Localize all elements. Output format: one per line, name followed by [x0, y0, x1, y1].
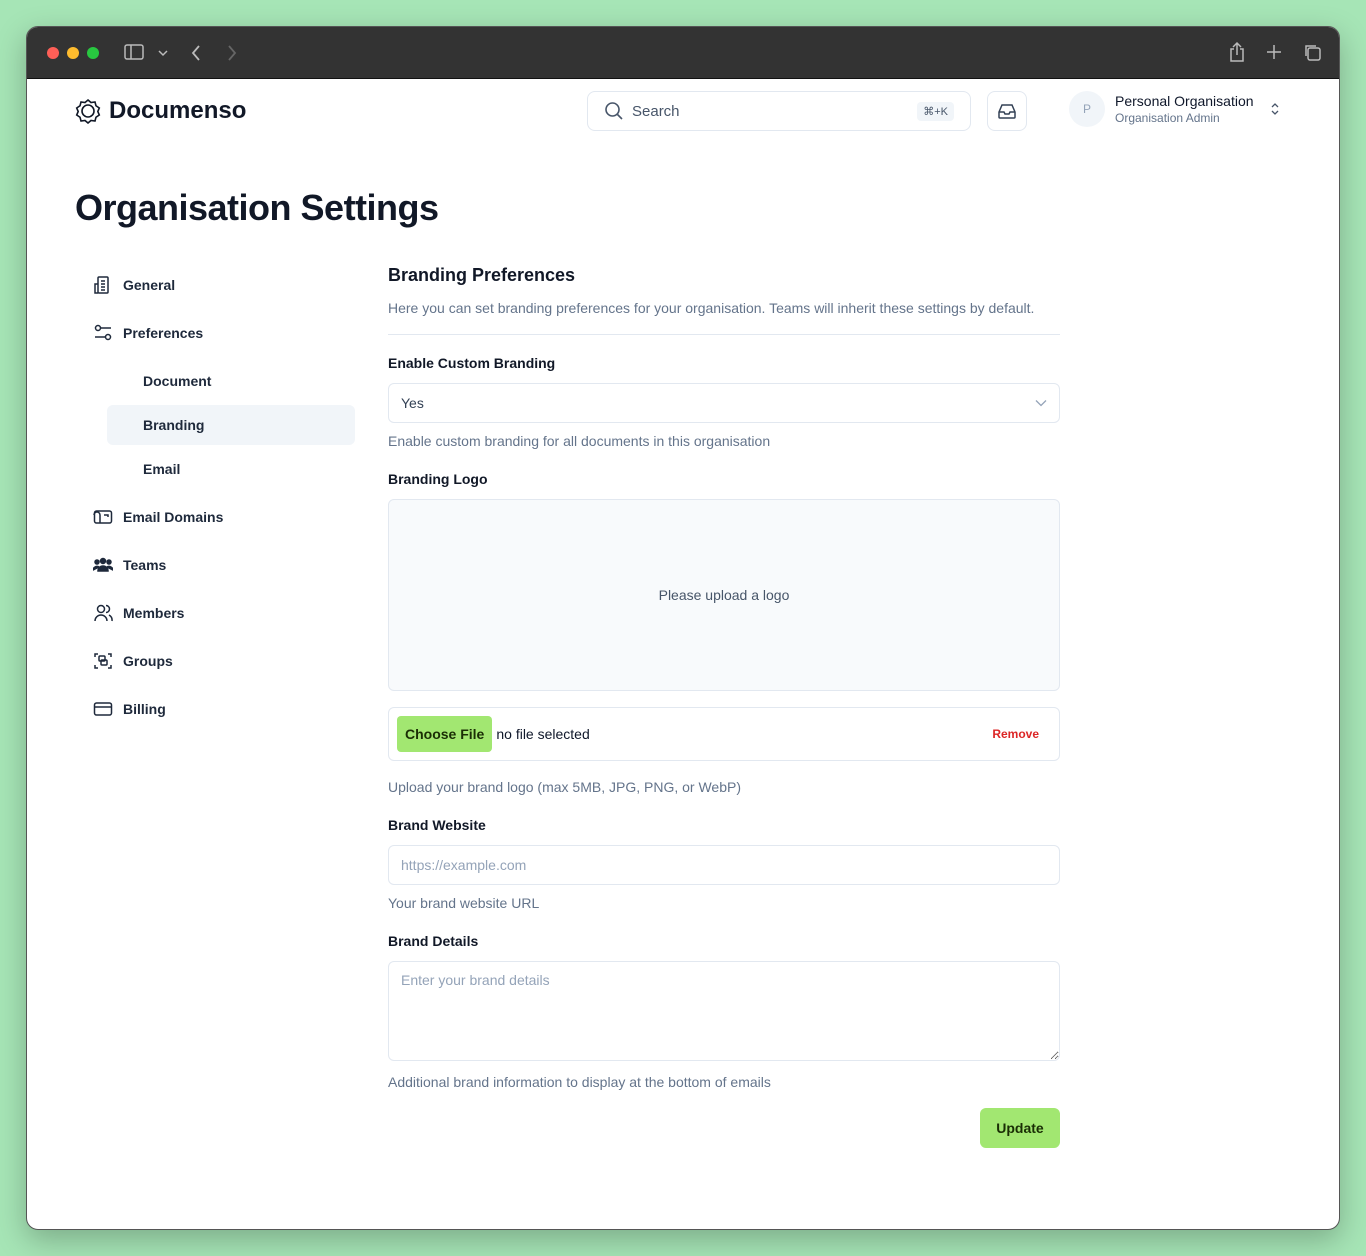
share-icon[interactable] [1229, 41, 1245, 63]
brand-website-input[interactable] [388, 845, 1060, 885]
enable-branding-label: Enable Custom Branding [388, 355, 556, 371]
users-solid-icon [93, 557, 113, 572]
enable-branding-select[interactable]: Yes [388, 383, 1060, 423]
sidebar-item-label: Groups [123, 653, 173, 669]
chevron-up-down-icon [1271, 103, 1278, 115]
inbox-icon [998, 104, 1016, 119]
sidebar-item-document[interactable]: Document [107, 361, 355, 401]
close-window-button[interactable] [47, 47, 59, 59]
logo-preview: Please upload a logo [388, 499, 1060, 691]
sidebar-item-branding[interactable]: Branding [107, 405, 355, 445]
logo-placeholder: Please upload a logo [658, 587, 790, 603]
brand-logo[interactable]: Documenso [75, 97, 246, 125]
section-title: Branding Preferences [388, 265, 576, 285]
branding-form: Branding Preferences Here you can set br… [388, 265, 1060, 1148]
organisation-switcher[interactable]: P Personal Organisation Organisation Adm… [1069, 91, 1280, 127]
users-icon [94, 604, 113, 622]
maximize-window-button[interactable] [87, 47, 99, 59]
search-label: Search [632, 102, 680, 120]
org-name: Personal Organisation [1115, 93, 1254, 109]
sidebar-item-label: Members [123, 605, 185, 621]
sliders-icon [94, 324, 112, 341]
page-title: Organisation Settings [75, 187, 439, 228]
brand-details-help: Additional brand information to display … [388, 1074, 771, 1090]
search-shortcut: ⌘+K [917, 101, 954, 121]
back-icon[interactable] [190, 44, 202, 62]
enable-branding-help: Enable custom branding for all documents… [388, 433, 771, 449]
minimize-window-button[interactable] [67, 47, 79, 59]
chevron-down-icon[interactable] [158, 49, 168, 57]
brand-name: Documenso [109, 97, 247, 124]
sidebar-item-label: Billing [123, 701, 166, 717]
forward-icon[interactable] [226, 44, 238, 62]
credit-card-icon [93, 702, 113, 716]
file-input: Choose File no file selected Remove [388, 707, 1060, 761]
settings-sidebar: General Preferences Document Branding Email E… [87, 261, 357, 733]
sidebar-item-groups[interactable]: Groups [87, 637, 357, 685]
sidebar-item-label: Branding [143, 417, 205, 433]
sidebar-item-preferences[interactable]: Preferences [87, 309, 357, 357]
brand-details-label: Brand Details [388, 933, 479, 949]
update-button[interactable]: Update [980, 1108, 1060, 1148]
sidebar-item-label: General [123, 277, 176, 293]
org-role: Organisation Admin [1115, 111, 1220, 125]
sidebar-item-email[interactable]: Email [107, 449, 355, 489]
search-button[interactable]: Search ⌘+K [587, 91, 971, 131]
sidebar-item-label: Teams [123, 557, 167, 573]
branding-logo-label: Branding Logo [388, 471, 488, 487]
choose-file-button[interactable]: Choose File [397, 716, 493, 752]
sidebar-item-general[interactable]: General [87, 261, 357, 309]
sidebar-item-label: Document [143, 373, 212, 389]
inbox-button[interactable] [987, 91, 1027, 131]
sidebar-item-label: Email [143, 461, 181, 477]
brand-website-help: Your brand website URL [388, 895, 540, 911]
sidebar-item-email-domains[interactable]: Email Domains [87, 493, 357, 541]
chevron-down-icon [1035, 400, 1047, 407]
file-status: no file selected [496, 726, 590, 742]
divider [388, 334, 1060, 335]
brand-website-label: Brand Website [388, 817, 486, 833]
sidebar-item-billing[interactable]: Billing [87, 685, 357, 733]
remove-logo-button[interactable]: Remove [992, 727, 1039, 741]
search-icon [605, 102, 623, 120]
sidebar-icon[interactable] [124, 44, 144, 60]
new-tab-icon[interactable] [1266, 44, 1282, 60]
sidebar-item-members[interactable]: Members [87, 589, 357, 637]
select-value: Yes [401, 395, 424, 411]
sidebar-item-label: Preferences [123, 325, 204, 341]
sidebar-item-label: Email Domains [123, 509, 224, 525]
building-icon [94, 276, 109, 294]
app-header: Documenso Search ⌘+K P Personal Organisa… [27, 79, 1339, 143]
mailbox-icon [93, 510, 113, 524]
documenso-logo-icon [75, 98, 101, 124]
tabs-icon[interactable] [1303, 43, 1321, 61]
logo-help: Upload your brand logo (max 5MB, JPG, PN… [388, 779, 741, 795]
sidebar-item-teams[interactable]: Teams [87, 541, 357, 589]
section-description: Here you can set branding preferences fo… [388, 300, 1035, 316]
title-bar [27, 27, 1339, 79]
avatar: P [1069, 91, 1105, 127]
browser-window: Documenso Search ⌘+K P Personal Organisa… [26, 26, 1340, 1230]
brand-details-textarea[interactable] [388, 961, 1060, 1061]
group-icon [94, 653, 112, 669]
